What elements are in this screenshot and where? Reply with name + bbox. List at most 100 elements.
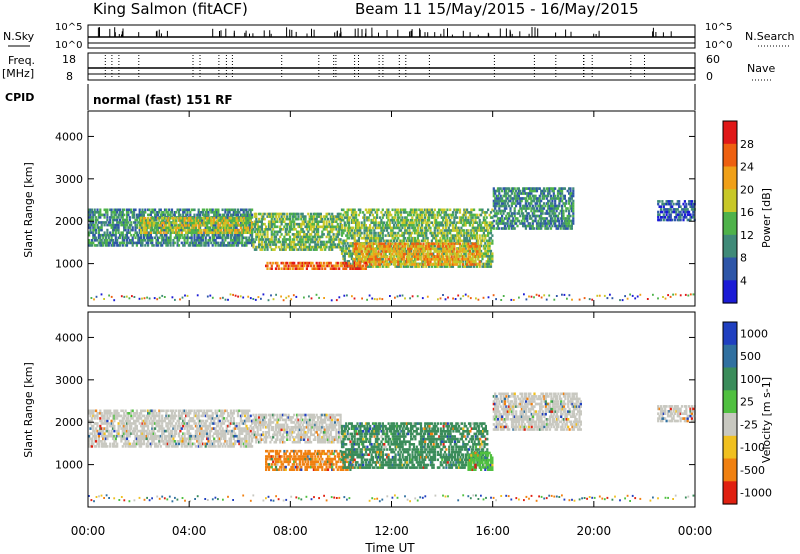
echo-cell bbox=[484, 211, 487, 214]
echo-cell bbox=[273, 217, 276, 221]
echo-cell bbox=[203, 213, 206, 217]
echo-cell bbox=[185, 224, 188, 227]
echo-cell bbox=[548, 209, 551, 213]
echo-cell bbox=[175, 219, 178, 222]
echo-cell bbox=[281, 248, 285, 251]
echo-cell bbox=[213, 241, 216, 245]
echo-cell bbox=[384, 265, 387, 268]
echo-cell bbox=[366, 236, 369, 240]
echo-cell bbox=[314, 228, 317, 231]
echo-cell bbox=[404, 236, 407, 240]
echo-cell bbox=[503, 217, 506, 220]
echo-cell bbox=[325, 212, 328, 216]
echo-cell bbox=[437, 258, 441, 261]
echo-cell bbox=[273, 233, 276, 236]
echo-cell bbox=[346, 252, 349, 255]
echo-cell bbox=[151, 224, 154, 227]
echo-cell bbox=[204, 241, 207, 245]
echo-cell bbox=[255, 215, 258, 218]
echo-cell bbox=[502, 209, 505, 213]
echo-cell bbox=[172, 221, 175, 225]
echo-cell bbox=[173, 241, 176, 245]
echo-cell bbox=[298, 240, 301, 244]
echo-cell bbox=[439, 260, 442, 264]
echo-cell bbox=[203, 231, 206, 234]
echo-cell bbox=[495, 199, 498, 203]
echo-cell bbox=[418, 252, 421, 255]
echo-cell bbox=[421, 216, 424, 219]
echo-cell bbox=[453, 255, 456, 258]
echo-cell bbox=[303, 230, 306, 234]
echo-cell bbox=[173, 211, 176, 214]
echo-cell bbox=[185, 236, 188, 240]
echo-cell bbox=[415, 221, 418, 224]
echo-cell bbox=[498, 197, 501, 200]
echo-cell bbox=[407, 236, 410, 240]
echo-cell bbox=[530, 207, 533, 210]
echo-cell bbox=[534, 214, 537, 218]
echo-cell bbox=[447, 263, 450, 266]
echo-cell bbox=[301, 222, 304, 226]
echo-cell bbox=[433, 229, 436, 232]
echo-cell bbox=[430, 247, 433, 250]
echo-cell bbox=[488, 231, 491, 235]
echo-cell bbox=[214, 221, 217, 225]
echo-cell bbox=[310, 238, 313, 241]
echo-cell bbox=[565, 199, 568, 203]
echo-cell bbox=[207, 221, 210, 225]
echo-cell bbox=[456, 239, 459, 243]
echo-cell bbox=[541, 192, 544, 195]
echo-cell bbox=[229, 226, 233, 229]
echo-cell bbox=[558, 219, 561, 223]
echo-cell bbox=[168, 218, 171, 222]
echo-cell bbox=[456, 250, 459, 253]
echo-cell bbox=[446, 258, 449, 261]
echo-cell bbox=[352, 257, 355, 261]
echo-cell bbox=[512, 212, 515, 215]
echo-cell bbox=[440, 229, 443, 232]
echo-cell bbox=[221, 241, 224, 245]
echo-cell bbox=[551, 212, 554, 215]
nsky-tick-top: 10^5 bbox=[55, 22, 82, 33]
echo-cell bbox=[444, 265, 448, 268]
echo-cell bbox=[481, 255, 484, 258]
echo-cell bbox=[468, 247, 471, 250]
echo-cell bbox=[402, 221, 405, 224]
echo-cell bbox=[456, 258, 459, 261]
echo-cell bbox=[325, 228, 328, 231]
echo-cell bbox=[399, 255, 403, 258]
nsearch-tick-top: 10^5 bbox=[705, 22, 732, 33]
echo-cell bbox=[457, 221, 460, 224]
echo-cell bbox=[100, 223, 103, 227]
echo-cell bbox=[274, 215, 278, 218]
echo-cell bbox=[541, 207, 544, 210]
echo-cell bbox=[531, 227, 534, 230]
echo-cell bbox=[239, 233, 242, 237]
echo-cell bbox=[513, 214, 516, 218]
echo-cell bbox=[343, 216, 346, 219]
echo-cell bbox=[554, 199, 557, 203]
echo-cell bbox=[463, 224, 466, 227]
echo-cell bbox=[291, 212, 294, 216]
echo-cell bbox=[246, 239, 249, 242]
echo-cell bbox=[238, 241, 241, 245]
echo-cell bbox=[277, 212, 280, 216]
echo-cell bbox=[444, 221, 448, 224]
echo-cell bbox=[207, 241, 210, 245]
echo-cell bbox=[144, 226, 147, 230]
echo-cell bbox=[502, 227, 505, 230]
echo-cell bbox=[251, 208, 254, 212]
echo-cell bbox=[487, 244, 490, 248]
echo-cell bbox=[411, 260, 414, 264]
echo-cell bbox=[545, 197, 548, 200]
echo-cell bbox=[229, 233, 233, 237]
echo-cell bbox=[405, 218, 408, 222]
echo-cell bbox=[308, 222, 311, 226]
echo-cell bbox=[135, 244, 138, 247]
echo-cell bbox=[435, 255, 438, 258]
echo-cell bbox=[528, 227, 532, 230]
echo-cell bbox=[481, 226, 484, 230]
echo-cell bbox=[508, 199, 511, 203]
echo-cell bbox=[433, 218, 436, 222]
echo-cell bbox=[388, 245, 391, 248]
